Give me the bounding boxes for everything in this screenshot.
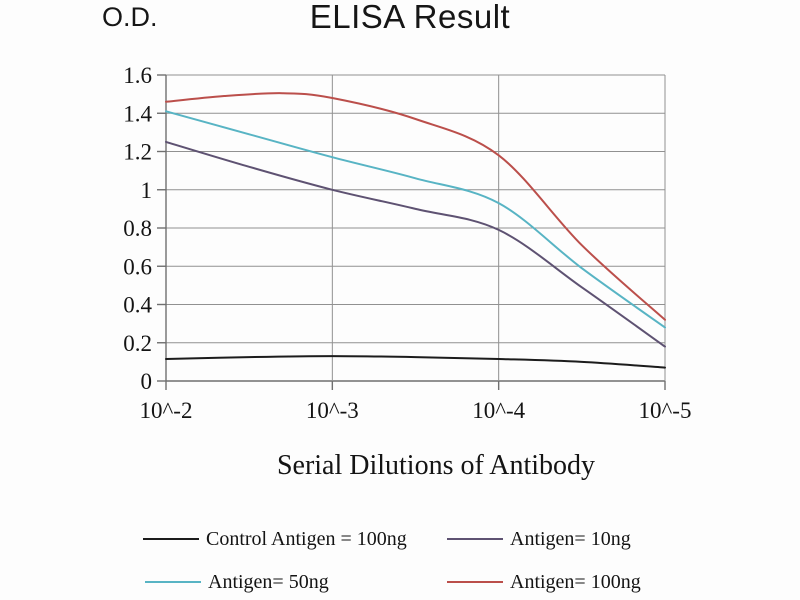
y-axis-unit-label: O.D.: [102, 2, 158, 32]
legend-line-sample-cyan: [145, 581, 201, 583]
y-tick-label: 0: [141, 369, 153, 394]
y-tick-label: 0.2: [123, 331, 152, 356]
series-line-control-antigen-100ng: [165, 355, 666, 369]
chart-title: ELISA Result: [309, 0, 511, 35]
series-line-antigen-50ng: [165, 110, 666, 329]
legend-label: Antigen= 100ng: [510, 570, 641, 593]
legend-item-antigen-50ng: Antigen= 50ng: [145, 569, 329, 595]
legend-item-antigen-10ng: Antigen= 10ng: [447, 526, 631, 552]
x-tick-label: 10^-2: [140, 398, 193, 423]
x-tick-label: 10^-5: [639, 398, 692, 423]
y-tick-label: 0.8: [123, 216, 152, 241]
y-tick-label: 1: [141, 178, 153, 203]
legend-label: Antigen= 10ng: [510, 527, 631, 550]
y-tick-label: 1.4: [123, 101, 152, 126]
legend-item-antigen-100ng: Antigen= 100ng: [447, 569, 641, 595]
y-tick-label: 0.4: [123, 293, 152, 318]
chart-canvas: 0 0.2 0.4 0.6 0.8 1 1.2 1.4 1.6 10^-2 10^-3 10^-4 10…: [123, 63, 692, 423]
y-tick-label: 0.6: [123, 254, 152, 279]
legend-label: Control Antigen = 100ng: [206, 527, 407, 550]
series-line-antigen-10ng: [165, 140, 666, 348]
legend-label: Antigen= 50ng: [208, 570, 329, 593]
x-tick-label: 10^-3: [306, 398, 359, 423]
y-tick-label: 1.2: [123, 140, 152, 165]
legend-line-sample-purple: [447, 538, 503, 540]
chart-legend: Control Antigen = 100ng Antigen= 10ng An…: [0, 522, 800, 600]
y-tick-label: 1.6: [123, 63, 152, 88]
legend-line-sample-red: [447, 581, 503, 583]
legend-line-sample-black: [143, 538, 199, 540]
x-tick-label: 10^-4: [472, 398, 525, 423]
legend-item-control-antigen-100ng: Control Antigen = 100ng: [143, 526, 407, 552]
elisa-line-chart: 0 0.2 0.4 0.6 0.8 1 1.2 1.4 1.6 10^-2 10^-3 10^-4 10…: [123, 63, 692, 423]
series-line-antigen-100ng: [165, 92, 666, 321]
x-axis-title: Serial Dilutions of Antibody: [276, 450, 596, 481]
